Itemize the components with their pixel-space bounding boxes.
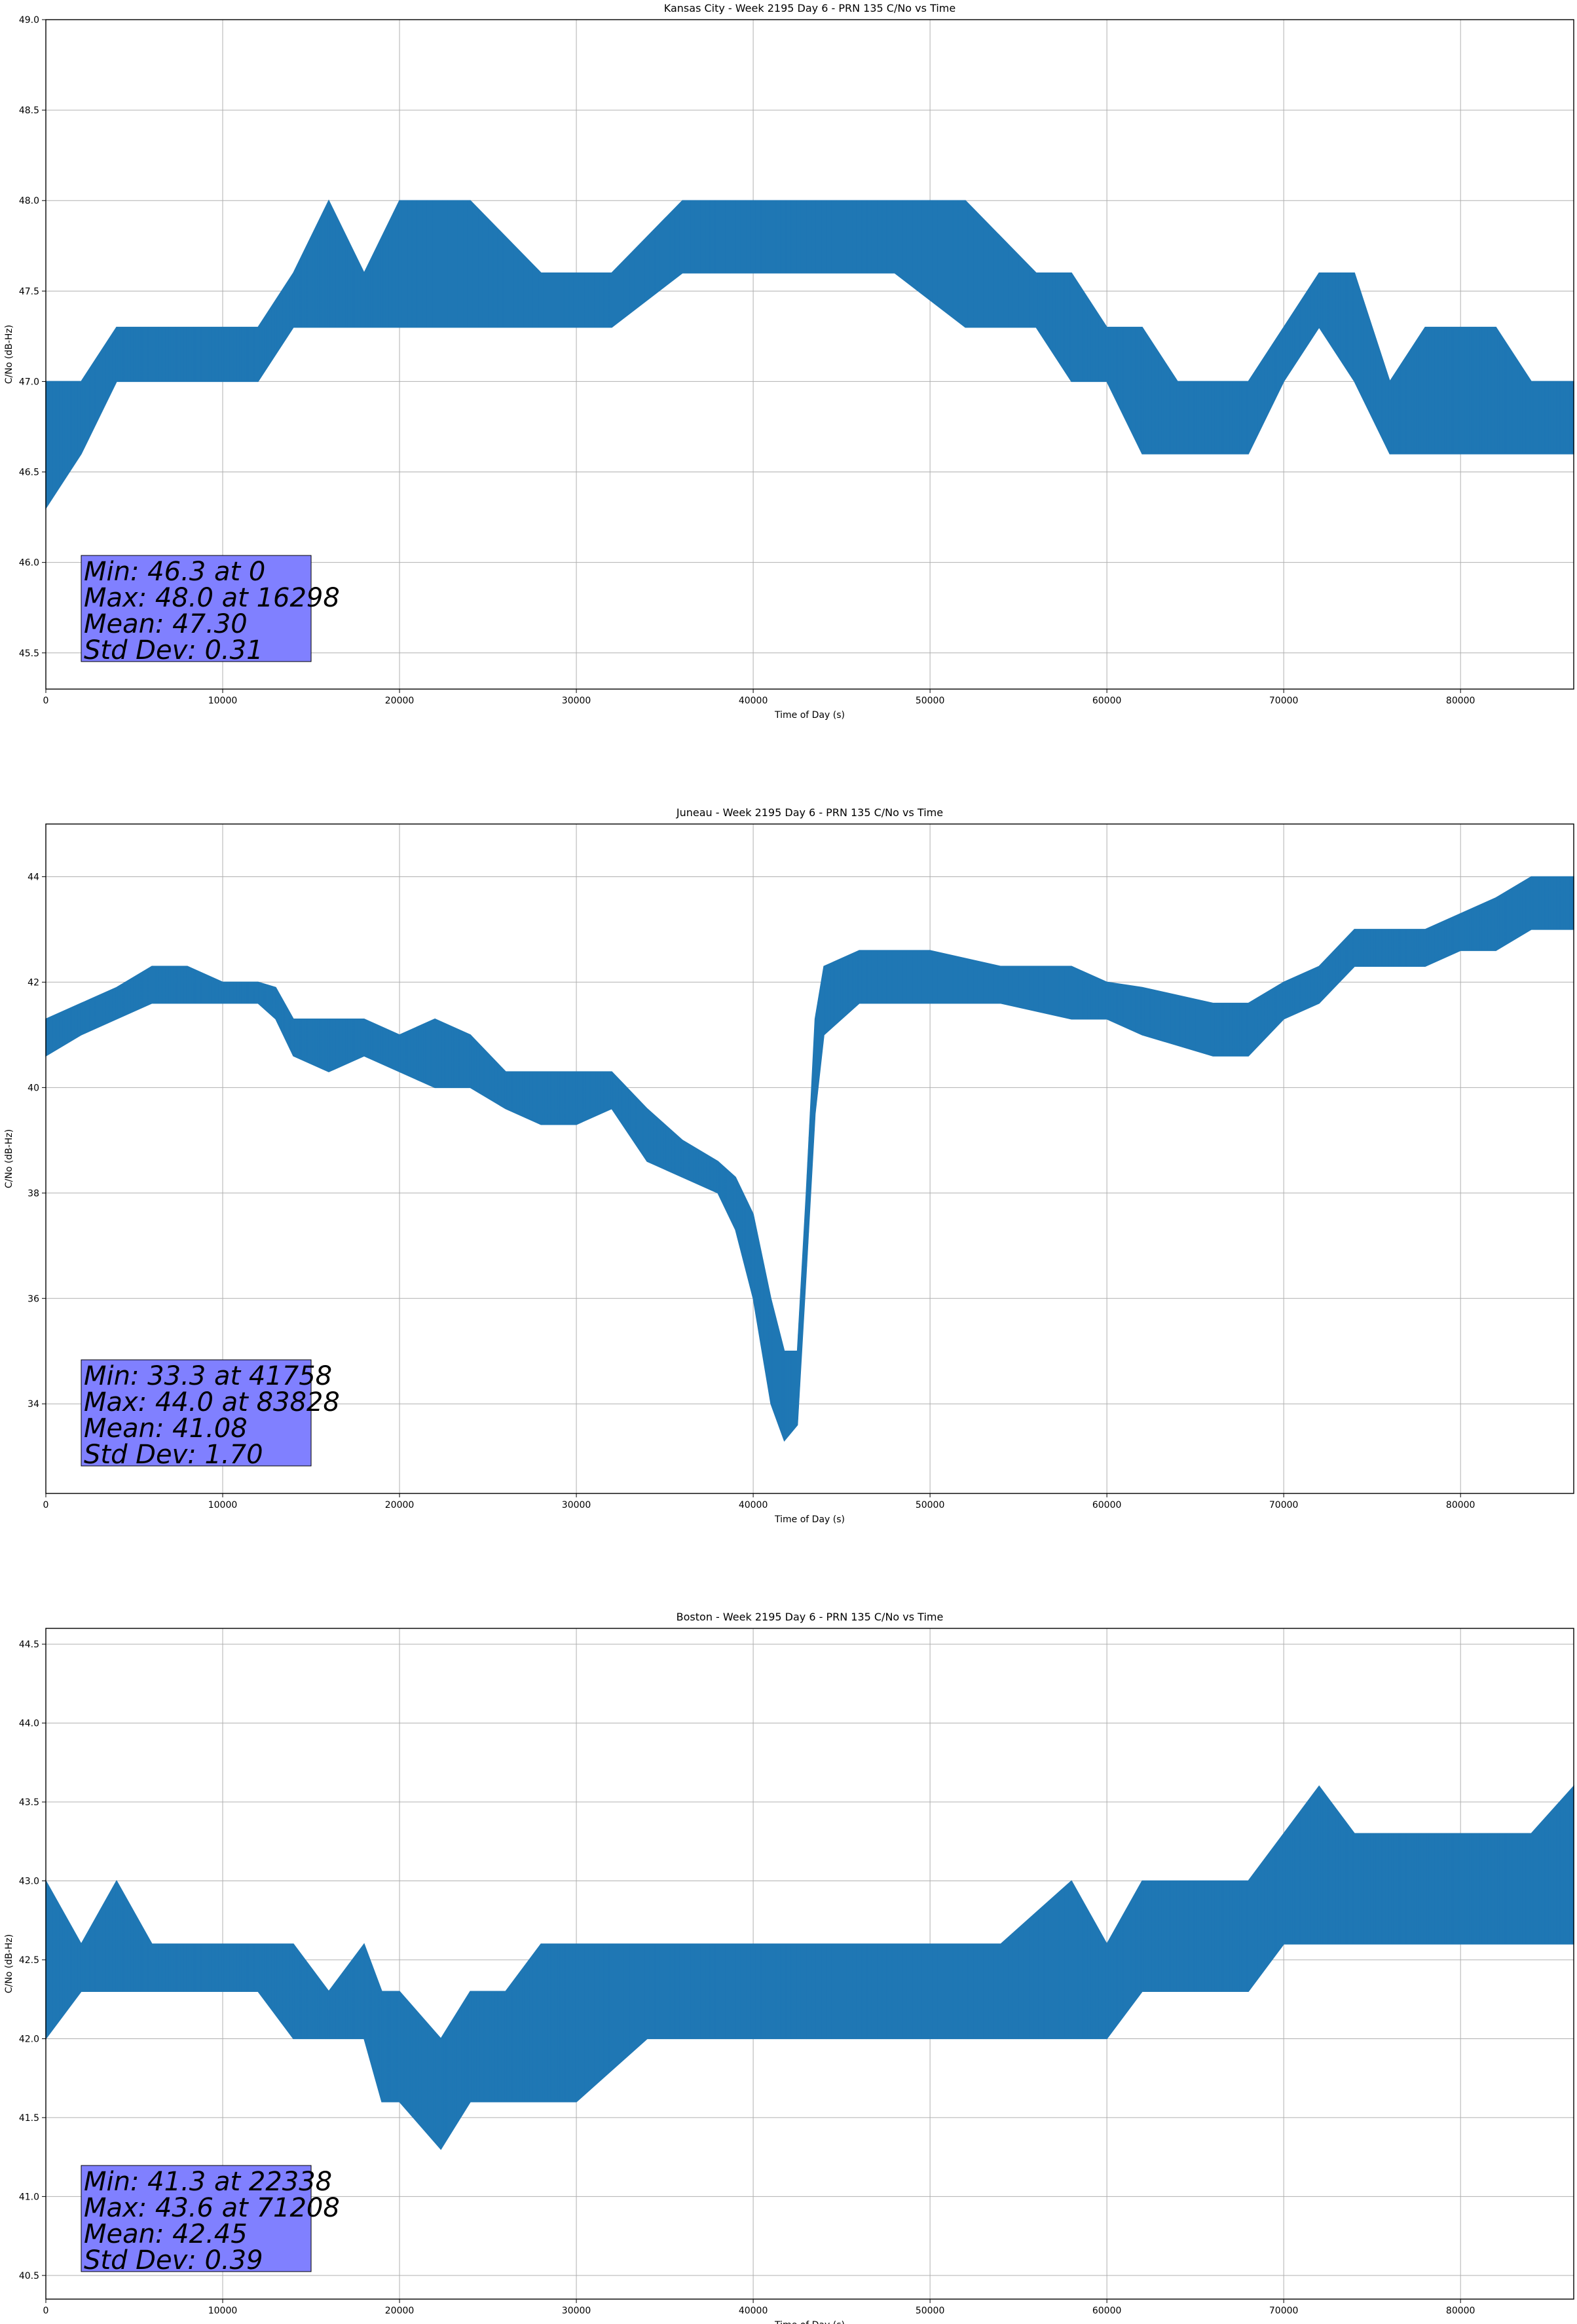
stats-line: Mean: 41.08 bbox=[84, 1414, 248, 1444]
stats-line: Std Dev: 0.39 bbox=[84, 2245, 263, 2276]
chart-panel-1: Kansas City - Week 2195 Day 6 - PRN 135 … bbox=[4, 2, 1574, 721]
chart-title: Juneau - Week 2195 Day 6 - PRN 135 C/No … bbox=[676, 806, 943, 819]
x-tick-label: 60000 bbox=[1092, 696, 1122, 706]
y-tick-label: 43.0 bbox=[19, 1877, 39, 1887]
x-tick-label: 30000 bbox=[562, 1500, 591, 1510]
y-tick-label: 41.5 bbox=[19, 2113, 39, 2124]
chart-panel-2: Juneau - Week 2195 Day 6 - PRN 135 C/No … bbox=[4, 806, 1574, 1525]
y-axis-label: C/No (dB-Hz) bbox=[4, 325, 14, 384]
y-tick-label: 40 bbox=[28, 1083, 39, 1093]
stats-box bbox=[81, 1359, 312, 1467]
y-tick-label: 46.5 bbox=[19, 468, 39, 478]
stats-line: Min: 33.3 at 41758 bbox=[84, 1361, 332, 1391]
cno-series-spikes bbox=[46, 1788, 1573, 2148]
y-tick-label: 42.5 bbox=[19, 1955, 39, 1966]
plot-frame bbox=[45, 19, 1574, 690]
x-tick-label: 40000 bbox=[739, 696, 768, 706]
x-tick-label: 0 bbox=[43, 696, 49, 706]
stats-line: Mean: 47.30 bbox=[84, 609, 248, 639]
y-tick-label: 49.0 bbox=[19, 15, 39, 26]
y-axis-label: C/No (dB-Hz) bbox=[4, 1129, 14, 1188]
y-tick-label: 44 bbox=[28, 872, 39, 882]
y-tick-label: 42.0 bbox=[19, 2034, 39, 2044]
y-tick-label: 48.0 bbox=[19, 196, 39, 206]
x-axis-label: Time of Day (s) bbox=[774, 1514, 845, 1525]
plot-frame bbox=[45, 1628, 1574, 2300]
stats-box bbox=[81, 555, 312, 662]
y-tick-label: 44.0 bbox=[19, 1719, 39, 1729]
x-tick-label: 50000 bbox=[916, 2306, 945, 2316]
stats-line: Std Dev: 1.70 bbox=[84, 1440, 263, 1470]
x-tick-label: 10000 bbox=[208, 696, 238, 706]
y-tick-label: 44.5 bbox=[19, 1640, 39, 1650]
y-tick-label: 38 bbox=[28, 1188, 39, 1199]
x-tick-label: 40000 bbox=[739, 1500, 768, 1510]
stats-line: Std Dev: 0.31 bbox=[84, 635, 263, 665]
x-tick-label: 50000 bbox=[916, 1500, 945, 1510]
x-tick-label: 70000 bbox=[1269, 2306, 1299, 2316]
chart-title: Boston - Week 2195 Day 6 - PRN 135 C/No … bbox=[677, 1611, 944, 1623]
y-tick-label: 36 bbox=[28, 1294, 39, 1304]
x-tick-label: 70000 bbox=[1269, 1500, 1299, 1510]
x-tick-label: 0 bbox=[43, 2306, 49, 2316]
y-tick-label: 43.5 bbox=[19, 1797, 39, 1808]
x-tick-label: 50000 bbox=[916, 696, 945, 706]
x-axis-label: Time of Day (s) bbox=[774, 710, 845, 721]
chart-title: Kansas City - Week 2195 Day 6 - PRN 135 … bbox=[664, 2, 955, 14]
stats-line: Max: 48.0 at 16298 bbox=[84, 583, 340, 613]
x-tick-label: 20000 bbox=[385, 2306, 415, 2316]
x-axis-label: Time of Day (s) bbox=[774, 2320, 845, 2324]
x-tick-label: 80000 bbox=[1446, 1500, 1475, 1510]
x-tick-label: 20000 bbox=[385, 1500, 415, 1510]
y-tick-label: 41.0 bbox=[19, 2192, 39, 2202]
x-tick-label: 10000 bbox=[208, 2306, 238, 2316]
cno-series-spikes bbox=[46, 876, 1573, 1440]
cno-series-band bbox=[45, 199, 1574, 510]
x-tick-label: 60000 bbox=[1092, 1500, 1122, 1510]
x-tick-label: 60000 bbox=[1092, 2306, 1122, 2316]
stats-line: Min: 46.3 at 0 bbox=[84, 557, 265, 587]
stats-line: Max: 43.6 at 71208 bbox=[84, 2193, 340, 2223]
x-tick-label: 30000 bbox=[562, 696, 591, 706]
stats-box bbox=[81, 2165, 312, 2272]
y-tick-label: 46.0 bbox=[19, 558, 39, 569]
x-tick-label: 80000 bbox=[1446, 696, 1475, 706]
plot-frame bbox=[45, 823, 1574, 1494]
x-tick-label: 30000 bbox=[562, 2306, 591, 2316]
cno-series-band bbox=[45, 1784, 1574, 2150]
y-tick-label: 47.0 bbox=[19, 377, 39, 387]
y-axis-label: C/No (dB-Hz) bbox=[4, 1934, 14, 1993]
stats-line: Min: 41.3 at 22338 bbox=[84, 2167, 332, 2197]
cno-series-spikes bbox=[46, 200, 1573, 506]
x-tick-label: 10000 bbox=[208, 1500, 238, 1510]
y-tick-label: 34 bbox=[28, 1399, 39, 1410]
stats-line: Mean: 42.45 bbox=[84, 2219, 248, 2249]
x-tick-label: 80000 bbox=[1446, 2306, 1475, 2316]
y-tick-label: 48.5 bbox=[19, 105, 39, 116]
x-tick-label: 20000 bbox=[385, 696, 415, 706]
x-tick-label: 70000 bbox=[1269, 696, 1299, 706]
chart-panel-3: Boston - Week 2195 Day 6 - PRN 135 C/No … bbox=[4, 1611, 1574, 2324]
stats-line: Max: 44.0 at 83828 bbox=[84, 1387, 340, 1417]
y-tick-label: 47.5 bbox=[19, 286, 39, 297]
x-tick-label: 40000 bbox=[739, 2306, 768, 2316]
y-tick-label: 40.5 bbox=[19, 2271, 39, 2281]
y-tick-label: 42 bbox=[28, 977, 39, 988]
x-tick-label: 0 bbox=[43, 1500, 49, 1510]
y-tick-label: 45.5 bbox=[19, 648, 39, 659]
